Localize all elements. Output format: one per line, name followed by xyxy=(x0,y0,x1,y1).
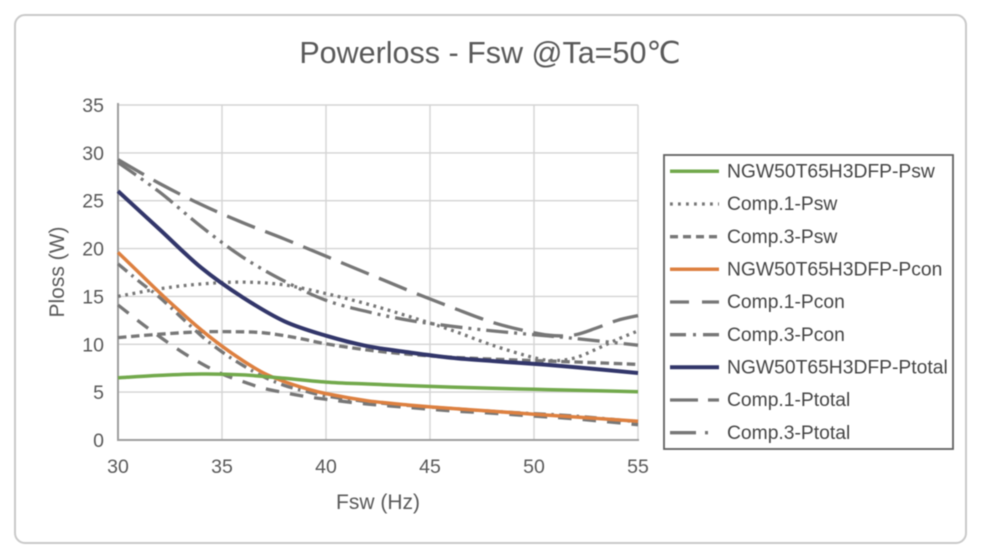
svg-text:Comp.3-Ptotal: Comp.3-Ptotal xyxy=(727,423,850,444)
svg-text:35: 35 xyxy=(82,95,104,117)
svg-text:25: 25 xyxy=(82,191,104,213)
svg-text:35: 35 xyxy=(211,456,233,478)
svg-text:30: 30 xyxy=(107,456,129,478)
svg-text:40: 40 xyxy=(315,456,337,478)
svg-text:45: 45 xyxy=(419,456,441,478)
svg-text:Comp.1-Psw: Comp.1-Psw xyxy=(727,194,837,215)
svg-text:NGW50T65H3DFP-Psw: NGW50T65H3DFP-Psw xyxy=(727,162,935,183)
svg-text:5: 5 xyxy=(93,382,104,404)
svg-text:50: 50 xyxy=(523,456,545,478)
svg-text:15: 15 xyxy=(82,286,104,308)
svg-text:10: 10 xyxy=(82,334,104,356)
svg-text:Powerloss - Fsw @Ta=50℃: Powerloss - Fsw @Ta=50℃ xyxy=(299,36,680,70)
svg-text:Comp.1-Pcon: Comp.1-Pcon xyxy=(727,292,845,313)
svg-text:55: 55 xyxy=(627,456,649,478)
svg-text:Ploss (W): Ploss (W) xyxy=(46,227,69,318)
svg-text:Comp.3-Psw: Comp.3-Psw xyxy=(727,227,837,248)
svg-text:Comp.3-Pcon: Comp.3-Pcon xyxy=(727,325,845,346)
svg-text:NGW50T65H3DFP-Pcon: NGW50T65H3DFP-Pcon xyxy=(727,260,942,281)
svg-text:0: 0 xyxy=(93,430,104,452)
svg-text:Comp.1-Ptotal: Comp.1-Ptotal xyxy=(727,390,850,411)
svg-text:20: 20 xyxy=(82,239,104,261)
svg-text:NGW50T65H3DFP-Ptotal: NGW50T65H3DFP-Ptotal xyxy=(727,358,948,379)
svg-text:Fsw (Hz): Fsw (Hz) xyxy=(336,491,420,514)
svg-text:30: 30 xyxy=(82,143,104,165)
